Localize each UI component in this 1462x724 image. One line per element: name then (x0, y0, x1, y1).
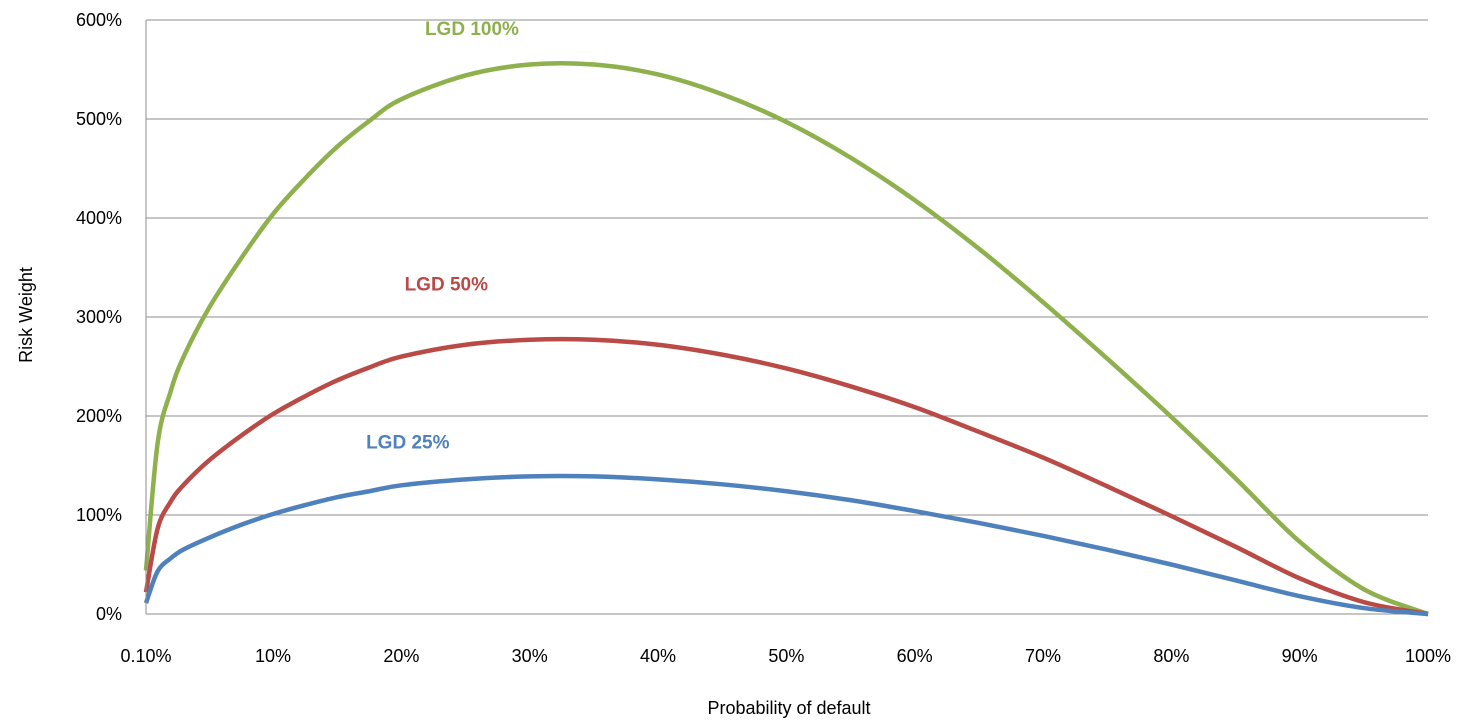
y-tick-label: 100% (76, 505, 122, 525)
y-tick-label: 600% (76, 10, 122, 30)
series-label: LGD 50% (405, 274, 489, 295)
y-tick-label: 0% (96, 604, 122, 624)
series-line-lgd-100 (143, 61, 1429, 617)
y-tick-label: 500% (76, 109, 122, 129)
series-line-lgd-25 (143, 473, 1429, 617)
x-tick-label: 90% (1282, 646, 1318, 666)
series-layer (143, 61, 1429, 617)
x-tick-label: 60% (897, 646, 933, 666)
y-axis-title: Risk Weight (16, 267, 36, 363)
grid-layer (146, 19, 1428, 615)
y-tick-label: 300% (76, 307, 122, 327)
x-axis-title: Probability of default (707, 698, 870, 718)
x-tick-label: 30% (512, 646, 548, 666)
y-tick-label: 400% (76, 208, 122, 228)
x-tick-label: 40% (640, 646, 676, 666)
x-tick-label: 10% (255, 646, 291, 666)
x-tick-label: 50% (768, 646, 804, 666)
x-tick-label: 0.10% (120, 646, 171, 666)
x-tick-label: 80% (1153, 646, 1189, 666)
series-label: LGD 25% (366, 433, 450, 454)
series-line-lgd-50 (143, 336, 1429, 617)
x-tick-label: 100% (1405, 646, 1451, 666)
label-layer: 0% 100% 200% 300% 400% 500% 600% 0.10% 10% 20% 30%… (76, 10, 1451, 666)
y-tick-label: 200% (76, 406, 122, 426)
x-tick-label: 20% (383, 646, 419, 666)
x-tick-label: 70% (1025, 646, 1061, 666)
series-label: LGD 100% (425, 19, 519, 40)
